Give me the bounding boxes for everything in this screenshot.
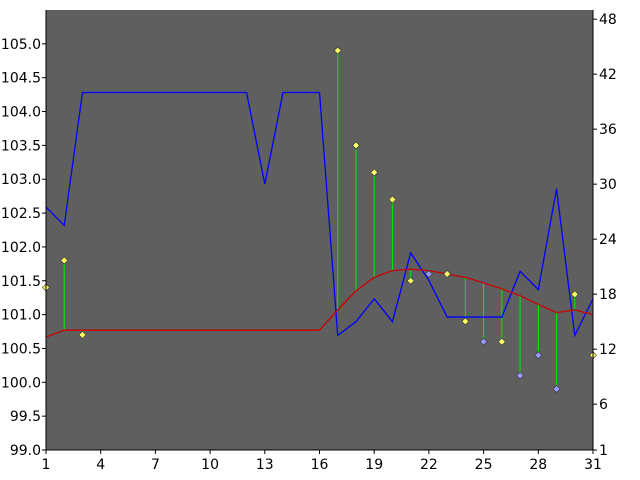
data-point-marker — [424, 270, 433, 278]
data-point-marker — [552, 385, 561, 394]
y-left-tick-label: 99.0 — [10, 443, 41, 459]
y-right-tick-label: 1 — [599, 443, 608, 459]
y-left-tick-label: 104.5 — [1, 71, 41, 87]
data-point-marker — [461, 317, 470, 326]
y-left-tick-label: 103.0 — [1, 172, 41, 188]
y-right-tick-label: 18 — [599, 287, 617, 303]
data-point-marker — [78, 330, 87, 339]
y-left-tick-label: 102.5 — [1, 206, 41, 222]
data-point-marker — [406, 276, 415, 285]
x-tick-label: 4 — [96, 457, 105, 473]
x-tick-label: 1 — [42, 457, 51, 473]
data-point-marker — [516, 371, 524, 380]
y-right-tick-label: 42 — [599, 67, 617, 83]
series-line-right-axis — [45, 91, 594, 338]
data-point-marker — [570, 290, 579, 299]
x-tick-label: 22 — [420, 457, 438, 473]
data-point-marker — [497, 337, 506, 346]
y-left-tick-label: 102.0 — [1, 240, 41, 256]
y-right-tick-label: 6 — [599, 397, 608, 413]
x-tick-label: 10 — [201, 457, 219, 473]
data-point-marker — [534, 351, 543, 360]
y-left-tick-label: 105.0 — [1, 37, 41, 53]
x-tick-label: 31 — [584, 457, 602, 473]
y-right-tick-label: 36 — [599, 122, 617, 138]
data-point-marker — [333, 46, 342, 55]
y-left-tick-label: 99.5 — [10, 409, 41, 425]
series-layer — [42, 46, 597, 394]
y-right-tick-label: 30 — [599, 177, 617, 193]
x-tick-label: 16 — [311, 457, 329, 473]
y-left-tick-label: 100.5 — [1, 341, 41, 357]
x-tick-label: 28 — [529, 457, 547, 473]
y-right-tick-label: 48 — [599, 12, 617, 28]
data-point-marker — [60, 256, 69, 265]
plot-area — [46, 10, 593, 450]
data-point-marker — [370, 168, 379, 177]
x-tick-label: 19 — [365, 457, 383, 473]
y-right-tick-label: 24 — [599, 232, 617, 248]
data-point-marker — [352, 141, 360, 150]
data-point-marker — [479, 337, 488, 346]
x-tick-label: 13 — [256, 457, 274, 473]
y-left-tick-label: 100.0 — [1, 375, 41, 391]
data-point-marker — [388, 195, 397, 204]
y-left-tick-label: 104.0 — [1, 105, 41, 121]
x-tick-label: 25 — [475, 457, 493, 473]
data-point-marker — [443, 270, 452, 278]
axes-layer: 99.0 99.5 100.0 100.5 101.0 101.5 102.0 102.5 10… — [1, 10, 617, 473]
y-left-tick-label: 101.5 — [1, 274, 41, 290]
y-left-tick-label: 101.0 — [1, 308, 41, 324]
series-line-left-axis — [45, 268, 594, 338]
y-right-tick-label: 12 — [599, 342, 617, 358]
x-tick-label: 7 — [151, 457, 160, 473]
y-left-tick-label: 103.5 — [1, 138, 41, 154]
